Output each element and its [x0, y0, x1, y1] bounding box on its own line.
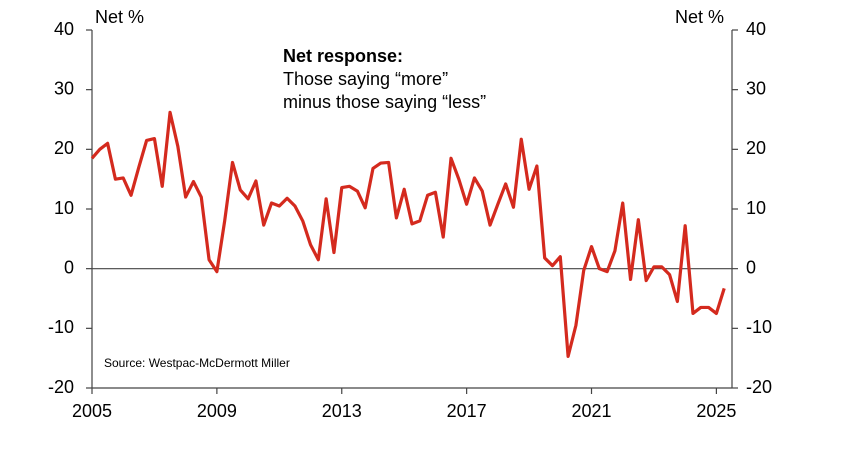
left-axis-label: Net % [95, 7, 144, 27]
y-tick-label: -20 [48, 377, 74, 397]
annotation-line: minus those saying “less” [283, 92, 486, 112]
annotation-title: Net response: [283, 46, 403, 66]
y2-tick-label: 40 [746, 19, 766, 39]
x-tick-label: 2017 [447, 401, 487, 421]
annotation-line: Those saying “more” [283, 69, 448, 89]
x-tick-label: 2021 [571, 401, 611, 421]
x-tick-label: 2013 [322, 401, 362, 421]
y-tick-label: 0 [64, 257, 74, 277]
x-tick-label: 2025 [696, 401, 736, 421]
y-tick-label: 20 [54, 138, 74, 158]
y2-tick-label: 20 [746, 138, 766, 158]
y2-tick-label: 10 [746, 198, 766, 218]
y2-tick-label: -10 [746, 317, 772, 337]
x-tick-label: 2009 [197, 401, 237, 421]
y2-tick-label: -20 [746, 377, 772, 397]
source: Source: Westpac-McDermott Miller [104, 356, 290, 370]
y-tick-label: 10 [54, 198, 74, 218]
data-line [90, 110, 726, 358]
right-axis-label: Net % [675, 7, 724, 27]
y2-tick-label: 30 [746, 78, 766, 98]
y-tick-label: -10 [48, 317, 74, 337]
y2-tick-label: 0 [746, 257, 756, 277]
y-tick-label: 40 [54, 19, 74, 39]
x-tick-label: 2005 [72, 401, 112, 421]
y-tick-label: 30 [54, 78, 74, 98]
